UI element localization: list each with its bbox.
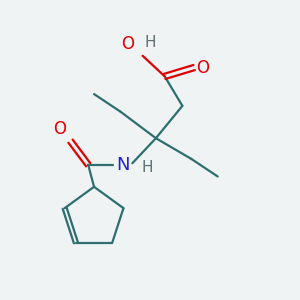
Text: H: H <box>144 35 156 50</box>
Text: O: O <box>196 58 208 76</box>
Text: N: N <box>117 156 130 174</box>
Text: O: O <box>53 120 66 138</box>
Text: O: O <box>121 35 134 53</box>
Text: H: H <box>141 160 153 175</box>
